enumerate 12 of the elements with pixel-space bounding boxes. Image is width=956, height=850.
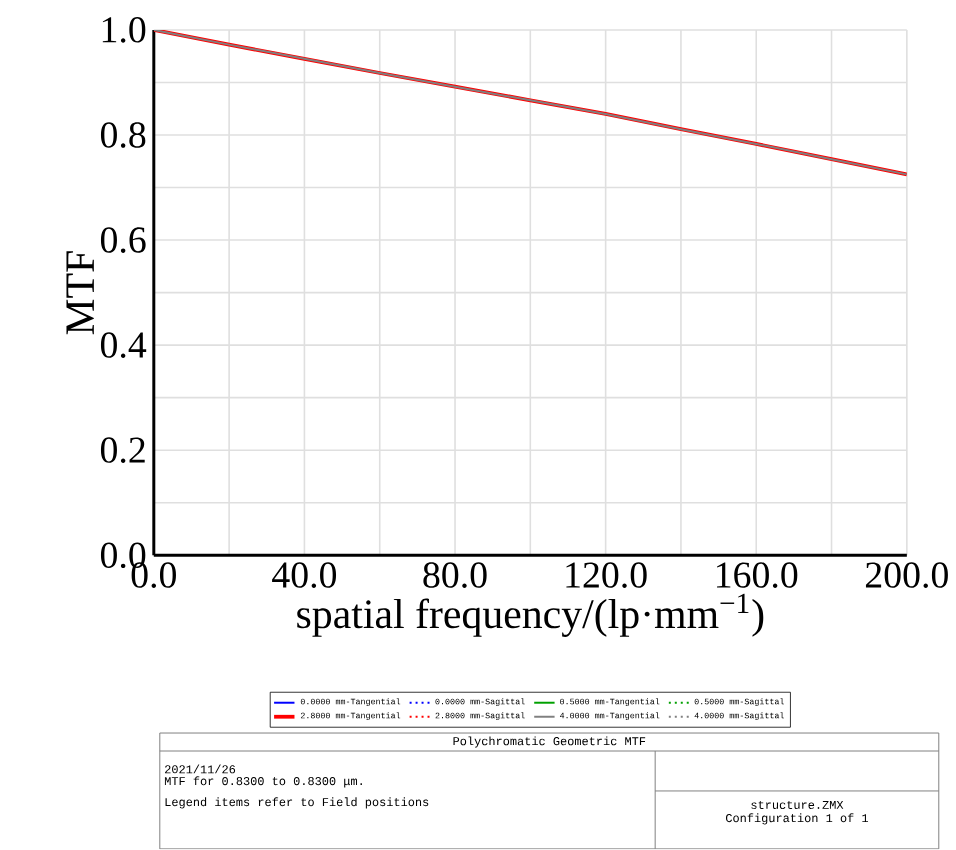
x-tick-label: 40.0 xyxy=(272,562,337,589)
x-tick-label: 200.0 xyxy=(865,562,948,589)
y-tick-label: 1.0 xyxy=(102,17,146,44)
x-tick-label: 80.0 xyxy=(423,562,487,589)
y-tick-label: 0.8 xyxy=(100,122,146,149)
y-axis-title: MTF xyxy=(66,251,94,335)
x-axis-title: spatial frequency/(lp·mm$^{−1}$) xyxy=(297,593,764,638)
y-tick-label: 0.4 xyxy=(100,332,147,359)
x-tick-label: 120.0 xyxy=(566,562,647,589)
y-tick-label: 0.6 xyxy=(100,227,146,254)
x-tick-label: 160.0 xyxy=(717,562,798,589)
y-tick-label: 0.2 xyxy=(100,437,145,464)
